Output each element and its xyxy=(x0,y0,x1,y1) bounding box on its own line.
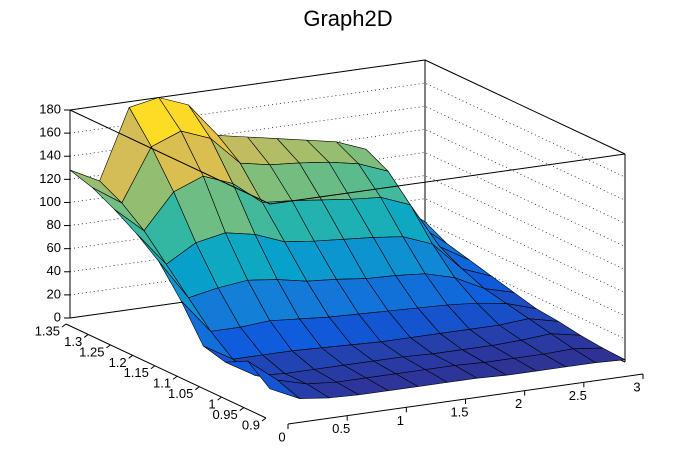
z-tick-label: 160 xyxy=(39,125,61,140)
z-tick-label: 80 xyxy=(47,217,61,232)
y-tick-label: 1.15 xyxy=(124,365,149,380)
y-tick-label: 1 xyxy=(208,397,215,412)
tick-mark xyxy=(150,365,156,370)
y-tick-label: 1.3 xyxy=(64,334,82,349)
box-edge xyxy=(69,59,426,111)
x-tick-label: 1 xyxy=(397,413,404,428)
x-tick-label: 0 xyxy=(278,429,285,444)
tick-mark xyxy=(106,344,111,349)
z-tick-label: 60 xyxy=(47,240,61,255)
tick-mark xyxy=(83,334,89,338)
tick-mark xyxy=(172,375,178,380)
x-tick-label: 2.5 xyxy=(569,388,587,403)
x-tick-label: 3 xyxy=(633,379,640,394)
x-tick-label: 2 xyxy=(515,396,522,411)
y-tick-label: 1.25 xyxy=(79,344,104,359)
tick-mark xyxy=(128,354,133,359)
tick-mark xyxy=(61,323,67,328)
z-tick-label: 100 xyxy=(39,194,61,209)
tick-mark xyxy=(261,417,267,422)
tick-mark xyxy=(195,386,200,391)
z-tick-label: 120 xyxy=(39,171,61,186)
box-edge xyxy=(69,109,271,205)
y-axis xyxy=(65,323,267,419)
tick-mark xyxy=(217,396,222,401)
y-tick-label: 0.95 xyxy=(212,407,237,422)
chart-title: Graph2D xyxy=(303,6,392,31)
z-tick-label: 20 xyxy=(47,286,61,301)
y-tick-label: 1.2 xyxy=(109,355,127,370)
x-tick-label: 0.5 xyxy=(332,421,350,436)
z-tick-label: 180 xyxy=(39,101,61,116)
x-tick-label: 1.5 xyxy=(450,404,468,419)
box-edge xyxy=(269,153,626,205)
z-tick-label: 40 xyxy=(47,263,61,278)
z-tick-label: 140 xyxy=(39,148,61,163)
y-tick-label: 0.9 xyxy=(242,417,260,432)
surface-cell xyxy=(247,360,300,399)
y-tick-label: 1.1 xyxy=(153,376,171,391)
z-tick-label: 0 xyxy=(54,309,61,324)
y-tick-label: 1.35 xyxy=(35,323,60,338)
tick-mark xyxy=(239,407,245,411)
y-tick-label: 1.05 xyxy=(168,386,193,401)
box-edge xyxy=(424,59,626,155)
